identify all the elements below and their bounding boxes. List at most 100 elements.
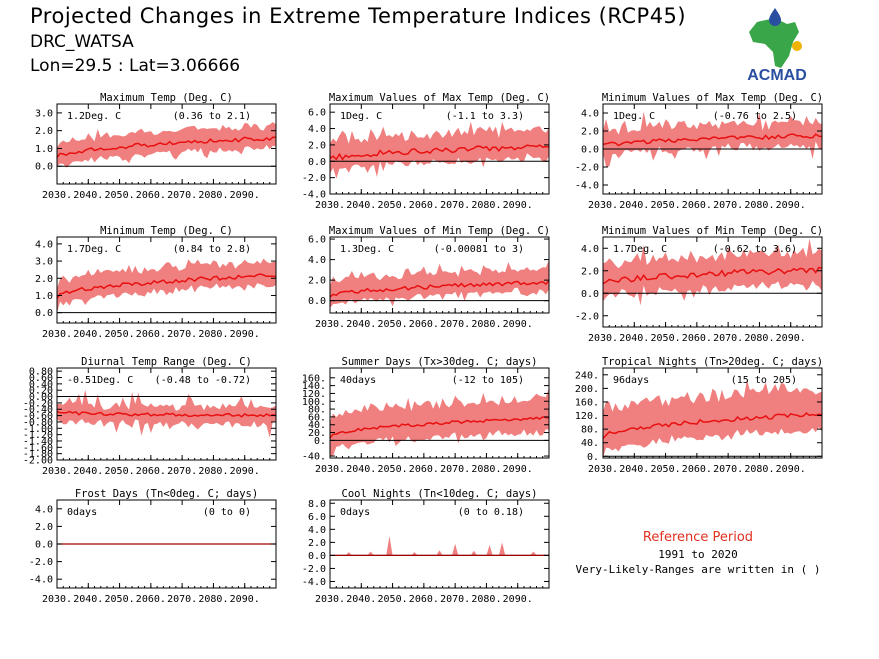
y-tick-label: 2.0 <box>35 522 53 533</box>
y-tick-label: 2.0 <box>581 127 599 138</box>
plot-frame <box>602 367 823 459</box>
y-tick-label: 0.20 <box>29 386 53 397</box>
very-likely-range-label: (0.84 to 2.8) <box>173 244 251 255</box>
y-tick-label: 120. <box>575 411 599 422</box>
x-tick-label: 2070. <box>713 200 743 211</box>
plot-frame <box>56 236 277 324</box>
y-tick-label: 0.0 <box>35 162 53 173</box>
x-tick-label: 2080. <box>198 466 228 477</box>
x-tick-label: 2080. <box>744 464 774 475</box>
uncertainty-band <box>603 238 822 306</box>
chart-panel-tr: 2030. 2040. 2050. 2060. 2070. 2080. 2090. 0. 40.… <box>575 356 823 475</box>
y-tick-label: 0.60 <box>29 373 53 384</box>
x-tick-label: 2040. <box>346 594 376 605</box>
x-tick-label: 2090. <box>230 329 260 340</box>
y-tick-label: 4.0 <box>308 124 326 135</box>
x-tick-label: 2070. <box>440 319 470 330</box>
reference-period-years: 1991 to 2020 <box>658 548 738 561</box>
y-tick-label: -2.0 <box>575 311 599 322</box>
x-tick-label: 2040. <box>619 464 649 475</box>
x-tick-label: 2060. <box>136 329 166 340</box>
x-tick-label: 2040. <box>346 319 376 330</box>
y-tick-label: 2.0 <box>35 126 53 137</box>
chart-title: Cool Nights (Tn<10deg. C; days) <box>342 488 538 500</box>
y-tick-label: 120. <box>302 389 326 400</box>
very-likely-range-label: (-1.1 to 3.3) <box>446 111 524 122</box>
y-tick-label: 0.0 <box>581 289 599 300</box>
uncertainty-band <box>603 379 822 458</box>
ensemble-mean-line <box>329 144 550 161</box>
y-tick-label: 6.0 <box>308 235 326 246</box>
very-likely-range-label: (-0.76 to 2.5) <box>713 111 797 122</box>
y-tick-label: 40. <box>581 438 599 449</box>
y-tick-label: -2.0 <box>575 163 599 174</box>
y-tick-label: -2.00 <box>23 456 53 467</box>
logo-text: ACMAD <box>747 67 807 84</box>
x-tick-label: 2030. <box>42 190 72 201</box>
y-tick-label: -40. <box>302 452 326 463</box>
range-note: Very-Likely-Ranges are written in ( ) <box>575 563 821 576</box>
chart-title: Minimum Temp (Deg. C) <box>100 225 233 237</box>
y-tick-label: 1.0 <box>35 144 53 155</box>
x-tick-label: 2070. <box>713 464 743 475</box>
x-tick-label: 2060. <box>682 200 712 211</box>
x-tick-label: 2060. <box>409 200 439 211</box>
projected-change-label: 1.2Deg. C <box>67 111 121 122</box>
chart-panel-su: 2030. 2040. 2050. 2060. 2070. 2080. 2090. -40. 0… <box>302 356 550 475</box>
x-tick-label: 2080. <box>198 190 228 201</box>
x-tick-label: 2090. <box>503 594 533 605</box>
y-tick-label: -2.0 <box>302 173 326 184</box>
plot-frame <box>56 367 277 461</box>
y-tick-label: 40. <box>308 420 326 431</box>
x-tick-label: 2030. <box>588 200 618 211</box>
y-tick-label: 4.0 <box>581 109 599 120</box>
y-tick-label: -4.0 <box>302 190 326 201</box>
y-tick-label: 2.0 <box>581 266 599 277</box>
x-tick-label: 2070. <box>440 200 470 211</box>
y-tick-label: 80. <box>581 425 599 436</box>
x-tick-label: 2060. <box>409 464 439 475</box>
x-tick-label: 2050. <box>651 200 681 211</box>
uncertainty-band <box>330 259 549 308</box>
africa-shape-icon <box>749 18 799 68</box>
y-tick-label: 0.00 <box>29 392 53 403</box>
chart-title: Frost Days (Tn<0deg. C; days) <box>75 488 258 500</box>
x-tick-label: 2050. <box>651 464 681 475</box>
chart-panel-tnx: 2030. 2040. 2050. 2060. 2070. 2080. 2090. 0.0 2.… <box>308 225 550 330</box>
y-tick-label: 0.40 <box>29 379 53 390</box>
y-tick-label: 2.0 <box>35 274 53 285</box>
x-tick-label: 2050. <box>378 200 408 211</box>
ensemble-mean-line <box>56 136 277 158</box>
y-tick-label: 6.0 <box>308 512 326 523</box>
very-likely-range-label: (-12 to 105) <box>452 375 524 386</box>
very-likely-range-label: (15 to 205) <box>731 375 797 386</box>
chart-title: Diurnal Temp Range (Deg. C) <box>81 356 252 368</box>
x-tick-label: 2030. <box>315 200 345 211</box>
uncertainty-band <box>330 535 549 556</box>
x-tick-label: 2030. <box>42 466 72 477</box>
y-tick-label: 0.0 <box>308 157 326 168</box>
ensemble-mean-line <box>602 266 823 285</box>
acmad-logo: ACMAD <box>747 8 807 84</box>
x-tick-label: 2030. <box>588 333 618 344</box>
x-tick-label: 2030. <box>315 464 345 475</box>
y-tick-label: 0.0 <box>308 551 326 562</box>
y-tick-label: 4.0 <box>581 244 599 255</box>
projected-change-label: 1.7Deg. C <box>67 244 121 255</box>
y-tick-label: 0.0 <box>35 308 53 319</box>
chart-panel-tn-mean: 2030. 2040. 2050. 2060. 2070. 2080. 2090. 0.0 1.… <box>35 225 277 340</box>
x-tick-label: 2090. <box>776 200 806 211</box>
very-likely-range-label: (0.36 to 2.1) <box>173 111 251 122</box>
ensemble-mean-line <box>56 273 277 300</box>
plot-frame <box>56 103 277 185</box>
projected-change-label: 96days <box>613 375 649 386</box>
y-tick-label: 4.0 <box>308 525 326 536</box>
y-tick-label: 240. <box>575 370 599 381</box>
y-tick-label: 0.80 <box>29 367 53 378</box>
page-title: Projected Changes in Extreme Temperature… <box>30 4 687 28</box>
x-tick-label: 2040. <box>73 466 103 477</box>
x-tick-label: 2050. <box>378 594 408 605</box>
y-tick-label: 0. <box>587 452 599 463</box>
y-tick-label: 1.0 <box>35 291 53 302</box>
very-likely-range-label: (0 to 0.18) <box>458 507 524 518</box>
